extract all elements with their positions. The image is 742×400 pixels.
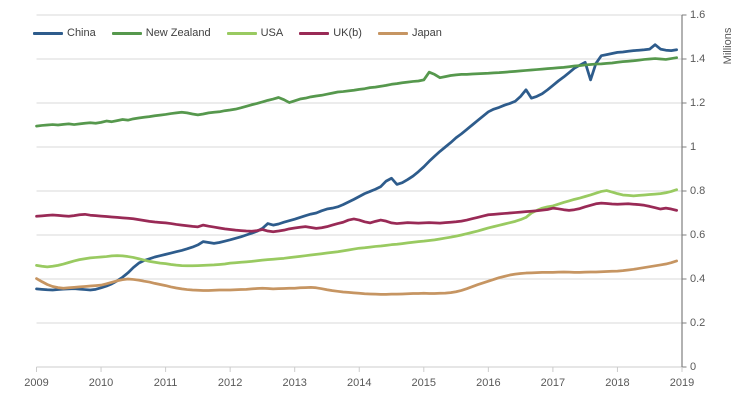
series-line-japan	[35, 259, 678, 296]
x-tick-label: 2017	[541, 377, 565, 389]
legend-line-swatch	[299, 32, 330, 35]
series-line-usa	[35, 188, 678, 269]
series-line-uk-b	[35, 201, 678, 234]
y-tick-label: 0.2	[690, 317, 705, 329]
x-tick-label: 2018	[605, 377, 629, 389]
y-tick-label: 0	[690, 361, 696, 373]
legend-label: USA	[260, 27, 284, 39]
y-tick-label: 1.6	[690, 9, 705, 21]
legend-label: UK(b)	[333, 27, 362, 39]
y-tick-label: 0.8	[690, 185, 705, 197]
x-tick-label: 2011	[154, 377, 178, 389]
legend-item-japan: Japan	[377, 27, 442, 40]
legend: China New Zealand USA UK(b) Japan	[33, 27, 442, 40]
y-tick-label: 0.4	[690, 273, 705, 285]
y-tick-label: 1	[690, 141, 696, 153]
x-tick-label: 2019	[670, 377, 694, 389]
x-tick-label: 2009	[24, 377, 48, 389]
y-tick-label: 0.6	[690, 229, 705, 241]
legend-item-uk-b: UK(b)	[299, 27, 362, 40]
y-tick-label: 1.4	[690, 53, 705, 65]
legend-item-usa: USA	[226, 27, 284, 40]
series-line-china	[35, 43, 678, 292]
x-tick-label: 2010	[89, 377, 113, 389]
y-axis-title: Millions	[722, 27, 734, 64]
legend-line-swatch	[377, 32, 408, 35]
legend-line-swatch	[33, 32, 63, 35]
legend-item-new-zealand: New Zealand	[111, 27, 211, 40]
x-tick-label: 2012	[218, 377, 242, 389]
series-line-new-zealand	[35, 56, 678, 128]
legend-label: New Zealand	[145, 27, 211, 39]
y-tick-label: 1.2	[690, 97, 705, 109]
legend-item-china: China	[33, 27, 96, 40]
legend-label: Japan	[411, 27, 442, 39]
x-tick-label: 2015	[412, 377, 436, 389]
x-tick-label: 2016	[476, 377, 500, 389]
legend-line-swatch	[226, 32, 257, 35]
legend-line-swatch	[111, 32, 142, 35]
x-tick-label: 2014	[347, 377, 371, 389]
legend-label: China	[67, 27, 96, 39]
x-tick-label: 2013	[282, 377, 306, 389]
